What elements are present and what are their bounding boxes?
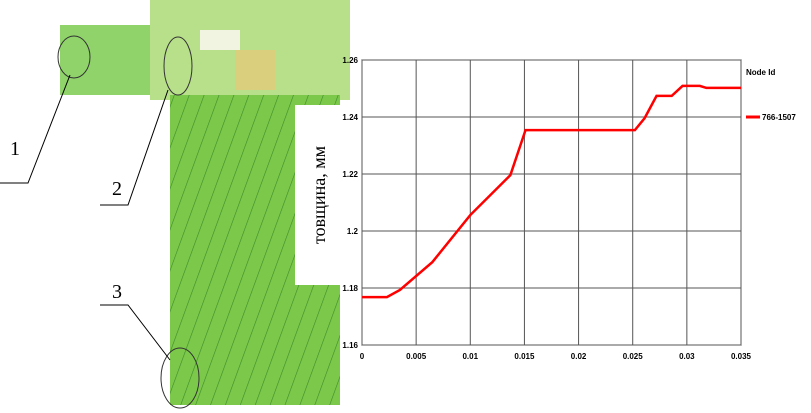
y-tick-label: 1.18 [342,284,358,293]
callout: 1 [10,138,20,160]
y-tick-label: 1.2 [347,227,359,236]
x-tick-label: 0 [360,352,365,361]
y-tick-label: 1.22 [342,170,358,179]
plot-area [361,59,742,346]
x-tick-label: 0.015 [514,352,535,361]
x-tick-label: 0.005 [406,352,427,361]
x-tick-label: 0.03 [679,352,695,361]
x-tick-label: 0.025 [623,352,644,361]
legend-label: 766-1507 [762,113,796,122]
callout: 2 [112,178,122,200]
callout: 3 [112,281,122,303]
y-tick-label: 1.16 [342,341,358,350]
mesh-image [0,0,352,409]
legend-title: Node Id [746,68,775,77]
y-tick-label: 1.24 [342,113,358,122]
x-tick-label: 0.01 [462,352,478,361]
x-tick-label: 0.035 [731,352,752,361]
line [362,84,741,299]
y-axis-label: товщина, мм [309,146,329,244]
y-tick-label: 1.26 [342,56,358,65]
x-tick-label: 0.02 [571,352,587,361]
